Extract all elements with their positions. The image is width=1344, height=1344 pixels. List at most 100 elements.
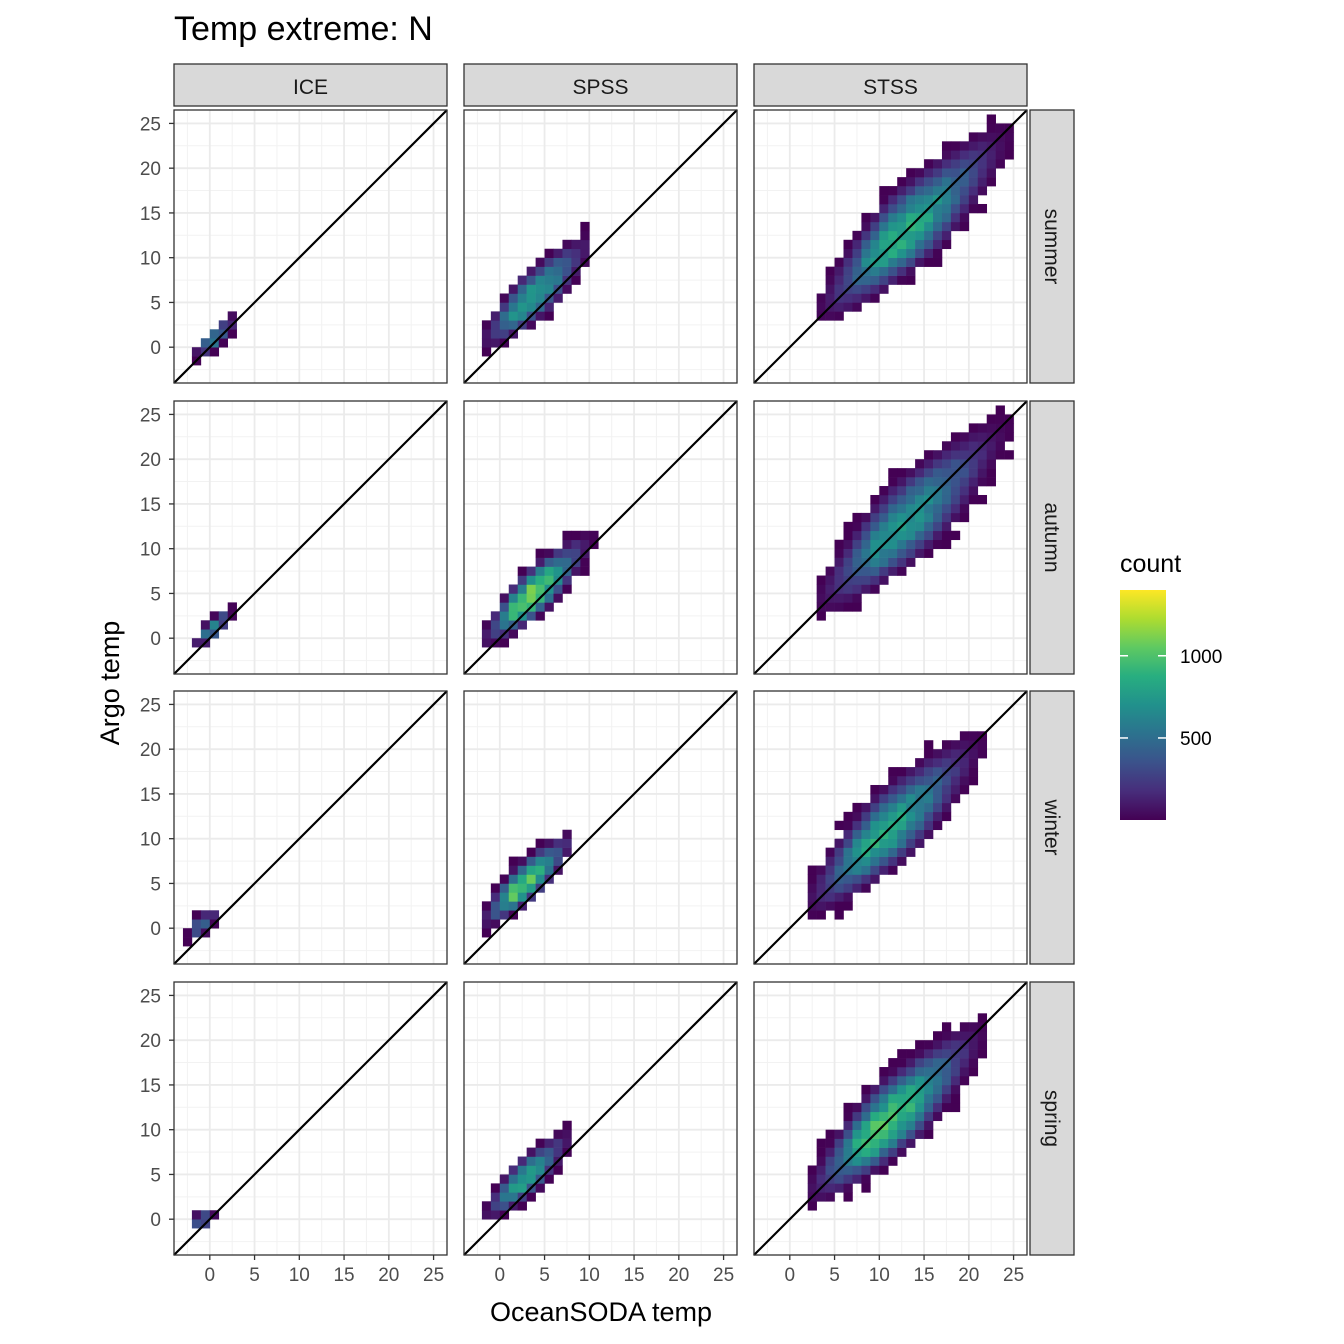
- heatmap-cell: [843, 1102, 853, 1113]
- heatmap-cell: [481, 347, 492, 357]
- heatmap-cell: [968, 731, 979, 741]
- heatmap-cell: [852, 1129, 862, 1139]
- heatmap-cell: [986, 459, 996, 469]
- heatmap-cell: [834, 575, 844, 585]
- heatmap-cell: [941, 1049, 952, 1059]
- heatmap-cell: [888, 776, 898, 786]
- heatmap-cell: [888, 221, 898, 232]
- heatmap-cell: [508, 883, 519, 893]
- heatmap-cell: [499, 892, 510, 902]
- heatmap-cell: [843, 302, 853, 312]
- heatmap-cell: [861, 811, 871, 822]
- heatmap-cell: [861, 1183, 871, 1193]
- heatmap-cell: [941, 1067, 952, 1077]
- heatmap-cell: [870, 284, 880, 294]
- heatmap-cell: [535, 257, 545, 267]
- heatmap-cell: [977, 468, 988, 478]
- heatmap-cell: [807, 892, 817, 902]
- heatmap-cell: [986, 114, 996, 124]
- heatmap-cell: [852, 838, 862, 848]
- heatmap-cell: [870, 512, 880, 523]
- heatmap-cell: [843, 521, 853, 532]
- heatmap-cell: [508, 284, 519, 294]
- heatmap-cell: [941, 521, 952, 532]
- heatmap-cell: [861, 1147, 871, 1157]
- heatmap-cell: [986, 123, 996, 133]
- heatmap-cell: [834, 566, 844, 576]
- heatmap-cell: [950, 749, 961, 759]
- heatmap-cell: [915, 230, 925, 241]
- heatmap-cell: [924, 468, 934, 478]
- heatmap-cell: [950, 203, 961, 214]
- heatmap-cell: [870, 1138, 880, 1148]
- heatmap-cell: [906, 177, 916, 187]
- reference-line-y-equals-x: [173, 109, 448, 384]
- heatmap-cell: [915, 838, 925, 848]
- heatmap-cell: [571, 539, 581, 549]
- y-tick-label: 20: [140, 450, 161, 471]
- x-tick-label: 10: [579, 1265, 600, 1286]
- heatmap-cell: [888, 521, 898, 532]
- heatmap-cell: [834, 883, 844, 893]
- heatmap-cell: [852, 539, 862, 549]
- heatmap-cell: [499, 883, 510, 893]
- heatmap-cell: [906, 168, 916, 178]
- x-tick-label: 25: [423, 1265, 444, 1286]
- heatmap-cell: [843, 883, 853, 893]
- heatmap-cell: [888, 1102, 898, 1113]
- heatmap-cell: [906, 820, 916, 831]
- heatmap-cell: [843, 829, 853, 839]
- heatmap-cell: [879, 548, 889, 558]
- heatmap-cell: [888, 1120, 898, 1130]
- heatmap-cell: [834, 539, 844, 549]
- heatmap-cell: [995, 141, 1005, 151]
- heatmap-cell: [995, 441, 1005, 451]
- heatmap-cell: [517, 1201, 527, 1211]
- heatmap-cells: [481, 221, 590, 357]
- heatmap-cell: [517, 1174, 527, 1184]
- heatmap-cell: [941, 450, 952, 460]
- heatmap-cell: [933, 1102, 943, 1113]
- heatmap-cell: [481, 320, 492, 330]
- heatmap-cell: [544, 1147, 554, 1157]
- heatmap-cell: [986, 450, 996, 460]
- strip-background: [753, 63, 1028, 107]
- heatmap-cell: [906, 248, 916, 258]
- heatmap-cell: [897, 195, 907, 205]
- heatmap-cell: [553, 548, 563, 558]
- heatmap-cell: [897, 784, 907, 795]
- heatmap-cell: [870, 212, 880, 223]
- heatmap-cell: [870, 829, 880, 839]
- panel-border: [463, 400, 738, 675]
- heatmap-cell: [870, 221, 880, 232]
- heatmap-cell: [941, 758, 952, 768]
- heatmap-cell: [508, 293, 519, 303]
- heatmap-cell: [941, 811, 952, 822]
- heatmap-cell: [562, 1129, 572, 1139]
- heatmap-cell: [933, 248, 943, 258]
- panel-grid: [173, 109, 1028, 1256]
- heatmap-cell: [870, 230, 880, 241]
- legend-label: 1000: [1180, 647, 1222, 668]
- heatmap-cell: [834, 275, 844, 285]
- heatmap-cell: [843, 838, 853, 848]
- heatmap-cell: [843, 1111, 853, 1122]
- heatmap-cell: [553, 856, 563, 866]
- heatmap-cell: [834, 847, 844, 857]
- heatmap-cell: [906, 784, 916, 795]
- heatmap-cell: [941, 1022, 952, 1032]
- heatmap-cell: [897, 1147, 907, 1157]
- heatmap-cell: [526, 593, 536, 603]
- heatmap-cell: [888, 186, 898, 196]
- heatmap-cell: [924, 459, 934, 469]
- heatmap-cell: [897, 266, 907, 276]
- x-tick-label: 0: [495, 1265, 506, 1286]
- heatmap-cell: [959, 141, 970, 151]
- y-axis-winter: 0 5 10 15 20 25: [140, 695, 174, 940]
- heatmap-cell: [861, 566, 871, 576]
- heatmap-cell: [959, 758, 970, 768]
- heatmap-cell: [959, 450, 970, 460]
- heatmap-cell: [843, 602, 853, 612]
- heatmap-cell: [834, 302, 844, 312]
- heatmap-cell: [915, 257, 925, 267]
